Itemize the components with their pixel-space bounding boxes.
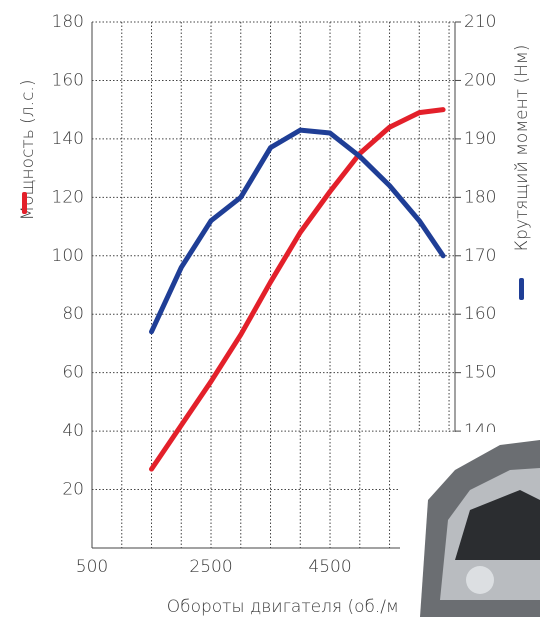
x-tick-label: 500 — [76, 557, 108, 577]
x-tick-label: 4500 — [308, 557, 351, 577]
y2-tick-label: 190 — [464, 129, 496, 149]
series-line — [152, 110, 444, 469]
y-tick-label: 120 — [52, 187, 84, 207]
y-tick-label: 40 — [62, 421, 84, 441]
y-tick-label: 60 — [62, 363, 84, 383]
legend-label: Крутящий момент (Нм) — [512, 45, 532, 252]
x-axis-title: Обороты двигателя (об./мин.) — [167, 597, 433, 617]
y2-tick-label: 180 — [464, 187, 496, 207]
legend-label: Мощность (л.с.) — [18, 80, 38, 221]
y-tick-label: 20 — [62, 480, 84, 500]
y2-tick-label: 210 — [464, 12, 496, 32]
y-tick-label: 100 — [52, 246, 84, 266]
legend-swatch — [519, 278, 524, 300]
y2-tick-label: 150 — [464, 363, 496, 383]
legend-item: Крутящий момент (Нм) — [512, 45, 532, 252]
y-tick-label: 180 — [52, 12, 84, 32]
x-tick-label: 2500 — [189, 557, 232, 577]
y2-tick-label: 200 — [464, 70, 496, 90]
legend-swatch — [22, 192, 27, 214]
y-tick-label: 80 — [62, 304, 84, 324]
y-tick-label: 140 — [52, 129, 84, 149]
chart: 2040608010012014016018014015016017018019… — [0, 0, 540, 617]
y-tick-label: 160 — [52, 70, 84, 90]
y2-tick-label: 160 — [464, 304, 496, 324]
y2-tick-label: 170 — [464, 246, 496, 266]
legend-item: Мощность (л.с.) — [18, 80, 38, 221]
series-line — [152, 130, 444, 332]
engine-photo — [400, 432, 540, 617]
